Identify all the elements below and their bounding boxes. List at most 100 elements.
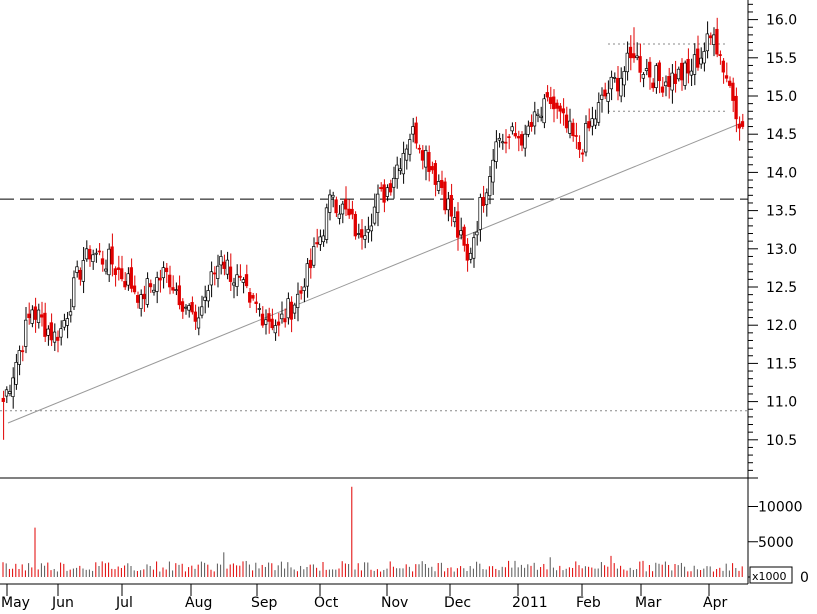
candle	[382, 179, 386, 213]
candle	[600, 87, 604, 113]
x-tick-label: Sep	[251, 595, 278, 610]
price-y-axis: 10.5 11.0 11.5 12.0 12.5 13.0 13.5 14.0 14.5 15.0…	[748, 3, 797, 479]
y-tick-label: 12.0	[766, 318, 797, 334]
candle	[654, 63, 658, 94]
candle	[331, 191, 335, 208]
candle	[84, 240, 89, 262]
candle	[308, 248, 313, 279]
candle	[11, 367, 15, 409]
y-tick-label: 16.0	[766, 13, 797, 29]
candle	[686, 48, 690, 84]
candle	[228, 253, 233, 291]
candle	[14, 353, 18, 390]
candle	[155, 271, 159, 304]
candle	[523, 124, 527, 157]
candle	[395, 156, 399, 189]
candle	[171, 275, 175, 294]
candle	[107, 243, 111, 282]
y-tick-label: 10.5	[766, 433, 797, 449]
candle	[603, 82, 607, 100]
candle	[369, 213, 373, 242]
x-axis: May Jun Jul Aug Sep Oct Nov Dec 2011 Feb Mar Apr	[1, 584, 727, 611]
candle	[337, 205, 341, 225]
candle	[184, 304, 188, 315]
candle	[219, 250, 223, 275]
candle	[683, 60, 687, 90]
candle	[216, 254, 220, 288]
y-tick-label: 13.5	[766, 204, 797, 220]
candle	[574, 122, 578, 149]
candle	[404, 144, 409, 170]
y-tick-label: 0	[800, 570, 809, 586]
candle	[264, 309, 268, 335]
x-tick-label: Jul	[115, 595, 133, 610]
candle	[456, 202, 460, 251]
candle	[193, 304, 197, 330]
candle	[286, 292, 290, 325]
candle	[446, 191, 450, 222]
candle	[260, 306, 265, 328]
candle	[532, 101, 537, 135]
candle	[17, 345, 21, 376]
candle	[116, 255, 121, 281]
candle	[718, 50, 722, 65]
candle	[401, 141, 405, 184]
candle	[708, 32, 713, 45]
candle	[148, 279, 153, 293]
candle	[292, 302, 297, 320]
candle	[267, 307, 271, 334]
candle	[398, 158, 402, 175]
candle	[472, 232, 476, 268]
candle	[651, 78, 655, 92]
chart-frame	[0, 0, 749, 585]
candle	[526, 120, 530, 138]
x-tick-label: Apr	[703, 595, 727, 610]
candle	[40, 301, 44, 327]
candle	[436, 174, 441, 195]
candle	[628, 35, 633, 71]
candle	[440, 170, 444, 195]
candle	[504, 129, 508, 154]
candle	[712, 27, 716, 57]
candle	[616, 65, 620, 101]
candle	[190, 296, 194, 315]
candle	[321, 229, 325, 247]
y-tick-label: 10000	[758, 500, 803, 516]
candle	[328, 189, 332, 221]
candle	[414, 116, 418, 149]
y-tick-label: 12.5	[766, 280, 797, 296]
candle	[638, 43, 642, 83]
candle	[366, 216, 370, 243]
candle	[24, 307, 28, 354]
candle	[571, 118, 575, 142]
candle	[568, 108, 572, 139]
candle	[340, 200, 345, 224]
candle	[491, 149, 495, 195]
candle	[110, 233, 114, 277]
candle	[164, 262, 169, 283]
candle	[388, 179, 393, 196]
candle	[8, 384, 12, 397]
candle	[500, 133, 505, 150]
candle	[392, 166, 396, 199]
candle	[376, 184, 380, 227]
candle	[459, 217, 463, 240]
candle	[168, 265, 172, 295]
candle	[145, 272, 149, 308]
candle	[539, 106, 543, 122]
candle	[660, 77, 665, 97]
candle	[27, 302, 31, 325]
candle	[462, 224, 466, 252]
candle	[641, 72, 645, 88]
candle	[344, 186, 348, 217]
volume-unit-box	[749, 566, 793, 584]
candle	[238, 264, 242, 281]
candle	[123, 272, 127, 290]
candle	[289, 296, 293, 333]
candle	[324, 203, 329, 244]
candle	[30, 305, 34, 328]
candle	[158, 269, 162, 293]
candle	[334, 196, 338, 217]
candle	[484, 188, 489, 217]
candle	[212, 266, 217, 286]
